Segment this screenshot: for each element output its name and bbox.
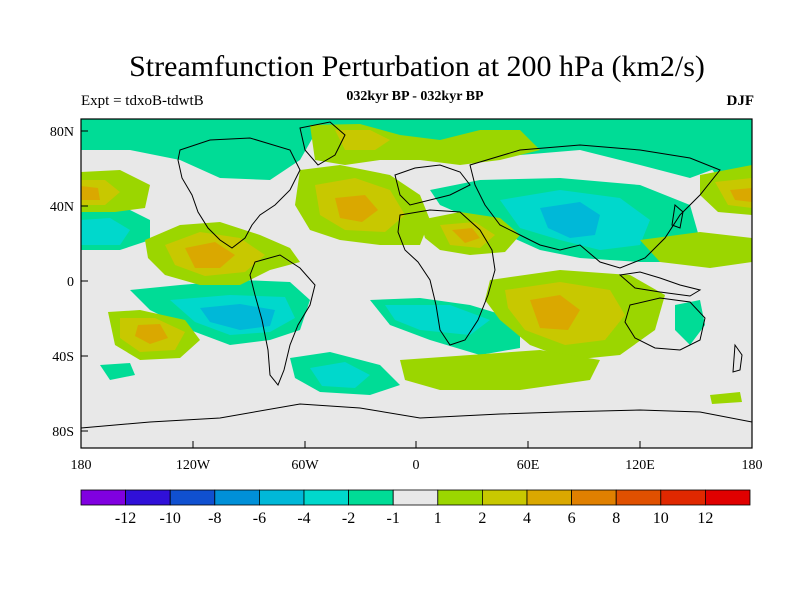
colorbar-swatch (437, 489, 483, 506)
contour-negative-pacific-n-2 (81, 218, 130, 245)
colorbar-swatch (392, 489, 439, 506)
map-panel (80, 118, 753, 449)
colorbar-label: -2 (342, 510, 355, 527)
colorbar-label: -1 (387, 510, 400, 527)
axis-ticks (80, 130, 753, 448)
colorbar-label: -8 (208, 510, 221, 527)
colorbar-swatch (214, 489, 260, 506)
contour-positive-pacific-n-3 (81, 186, 100, 200)
contour-fill (81, 119, 752, 404)
colorbar-swatch (615, 489, 662, 506)
colorbar: -12 -10 -8 -6 -4 -2 -1 1 2 4 6 8 10 12 (80, 489, 751, 527)
coast-japan (671, 204, 684, 229)
contour-positive-west-pacific (640, 232, 752, 268)
coast-new-zealand (732, 343, 743, 373)
colorbar-label: -10 (160, 510, 181, 527)
colorbar-label: 12 (697, 510, 713, 527)
contour-negative-south-atlantic-2 (385, 305, 490, 335)
contour-positive-south-ocean (400, 350, 600, 390)
colorbar-label: 10 (653, 510, 669, 527)
y-tick-label: 80N (50, 125, 74, 140)
colorbar-swatch (169, 489, 216, 506)
contour-positive-eastern-pacific-3 (185, 242, 235, 268)
colorbar-label: 6 (568, 510, 576, 527)
x-tick-label: 120W (176, 458, 211, 473)
coast-greenland (299, 121, 346, 166)
colorbar-label: 8 (612, 510, 620, 527)
period-label: 032kyr BP - 032kyr BP (346, 89, 484, 104)
coast-indonesia (618, 271, 702, 297)
contour-negative-south-atlantic-4 (310, 362, 370, 388)
y-tick-label: 40N (50, 200, 74, 215)
colorbar-swatch (705, 489, 751, 506)
y-tick-label: 80S (52, 425, 74, 440)
x-tick-label: 120E (625, 458, 655, 473)
contour-positive-indian-ocean-3 (530, 295, 580, 330)
coast-south-america (249, 254, 316, 386)
colorbar-label: -6 (253, 510, 266, 527)
colorbar-swatch (303, 489, 349, 506)
colorbar-swatch (258, 489, 305, 506)
colorbar-label: -4 (297, 510, 310, 527)
coast-asia (469, 144, 721, 269)
colorbar-swatch (526, 489, 572, 506)
coast-australia (624, 297, 706, 351)
x-tick-label: 60E (517, 458, 540, 473)
map-background (81, 119, 752, 448)
experiment-label: Expt = tdxoB-tdwtB (81, 93, 204, 109)
contour-positive-arctic-2 (335, 130, 390, 150)
coast-africa (397, 209, 496, 346)
contour-negative-eurasia-3 (540, 202, 600, 238)
colorbar-swatch (125, 489, 171, 506)
contour-positive-south-pacific-3 (135, 324, 168, 344)
contour-positive-north-pacific-e-3 (730, 188, 752, 202)
x-axis-labels: 180 120W 60W 0 60E 120E 180 (71, 458, 763, 473)
x-tick-label: 0 (413, 458, 420, 473)
colorbar-swatch (80, 489, 126, 506)
contour-positive-atlantic-3 (335, 195, 378, 222)
colorbar-label: 2 (478, 510, 486, 527)
contour-negative-small-2 (675, 300, 705, 345)
colorbar-label: 4 (523, 510, 531, 527)
contour-negative-south-pacific-3 (200, 304, 275, 330)
coastlines (81, 121, 752, 429)
coast-north-america (177, 137, 301, 249)
y-tick-label: 40S (52, 350, 74, 365)
colorbar-label: -12 (115, 510, 136, 527)
colorbar-swatch (481, 489, 528, 506)
colorbar-swatch (571, 489, 617, 506)
contour-positive-mideast-3 (452, 228, 480, 243)
y-tick-label: 0 (67, 275, 74, 290)
colorbar-swatch (348, 489, 394, 506)
x-tick-label: 60W (291, 458, 319, 473)
contour-positive-small-nz (710, 392, 742, 404)
x-tick-label: 180 (71, 458, 92, 473)
contour-negative-small-1 (100, 363, 135, 380)
y-axis-labels: 80N 40N 0 40S 80S (50, 125, 74, 440)
coast-antarctica (81, 403, 752, 429)
plot-title: Streamfunction Perturbation at 200 hPa (… (129, 50, 705, 83)
season-label: DJF (726, 93, 755, 109)
x-tick-label: 180 (742, 458, 763, 473)
colorbar-label: 1 (434, 510, 442, 527)
colorbar-swatch (660, 489, 706, 506)
coast-europe (394, 164, 471, 206)
